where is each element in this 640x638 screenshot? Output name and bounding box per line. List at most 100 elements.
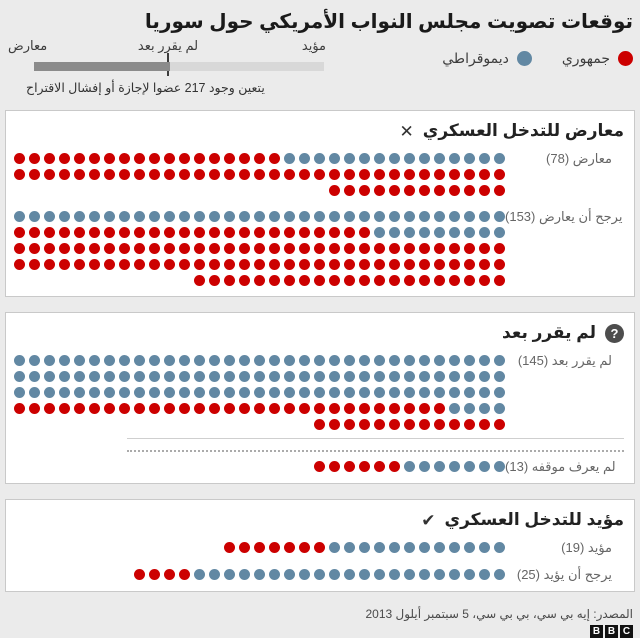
democrat-member-dot — [14, 355, 25, 366]
opinion-scale: معارض لم يقرر بعد مؤيد يتعين وجود 217 عض… — [4, 38, 334, 110]
democrat-member-dot — [74, 355, 85, 366]
democrat-member-dot — [404, 355, 415, 366]
republican-member-dot — [284, 403, 295, 414]
democrat-member-dot — [179, 387, 190, 398]
republican-member-dot — [119, 169, 130, 180]
republican-member-dot — [224, 169, 235, 180]
republican-member-dot — [239, 243, 250, 254]
democrat-member-dot — [224, 387, 235, 398]
republican-member-dot — [344, 243, 355, 254]
democrat-member-dot — [314, 569, 325, 580]
republican-member-dot — [149, 243, 160, 254]
republican-member-dot — [344, 185, 355, 196]
democrat-member-dot — [404, 227, 415, 238]
republican-member-dot — [179, 259, 190, 270]
democrat-member-dot — [359, 569, 370, 580]
republican-member-dot — [29, 227, 40, 238]
republican-member-dot — [329, 169, 340, 180]
democrat-member-dot — [254, 211, 265, 222]
democrat-member-dot — [389, 387, 400, 398]
democrat-member-dot — [404, 542, 415, 553]
dot-row — [14, 542, 505, 553]
republican-member-dot — [374, 185, 385, 196]
republican-member-dot — [419, 275, 430, 286]
democrat-member-dot — [224, 371, 235, 382]
republican-member-dot — [329, 259, 340, 270]
republican-member-dot — [359, 275, 370, 286]
democrat-member-dot — [434, 387, 445, 398]
republican-member-dot — [224, 227, 235, 238]
democrat-member-dot — [299, 355, 310, 366]
republican-member-dot — [164, 259, 175, 270]
republican-member-dot — [419, 243, 430, 254]
republican-member-dot — [254, 227, 265, 238]
vote-group-unknown: لم يعرف موقفه (13) — [14, 460, 624, 473]
democrat-member-dot — [299, 371, 310, 382]
republican-member-dot — [119, 153, 130, 164]
democrat-member-dot — [449, 387, 460, 398]
democrat-member-dot — [464, 371, 475, 382]
democrat-member-dot — [239, 387, 250, 398]
republican-member-dot — [254, 275, 265, 286]
democrat-member-dot — [344, 355, 355, 366]
democrat-member-dot — [374, 371, 385, 382]
republican-member-dot — [59, 243, 70, 254]
republican-member-dot — [314, 419, 325, 430]
republican-member-dot — [269, 259, 280, 270]
democrat-member-dot — [119, 355, 130, 366]
republican-member-dot — [239, 227, 250, 238]
democrat-member-dot — [359, 211, 370, 222]
republican-member-dot — [284, 227, 295, 238]
democrat-member-dot — [389, 569, 400, 580]
republican-member-dot — [74, 227, 85, 238]
republican-member-dot — [164, 403, 175, 414]
dot-row — [14, 403, 505, 414]
header-zone: معارض لم يقرر بعد مؤيد يتعين وجود 217 عض… — [0, 38, 640, 110]
republican-member-dot — [14, 259, 25, 270]
republican-member-dot — [44, 243, 55, 254]
democrat-member-dot — [59, 387, 70, 398]
republican-member-dot — [329, 419, 340, 430]
majority-caption: يتعين وجود 217 عضوا لإجازة أو إفشال الاق… — [26, 81, 265, 95]
group-label-likely-oppose: يرجح أن يعارض (153) — [505, 209, 623, 224]
democrat-member-dot — [329, 371, 340, 382]
republican-member-dot — [44, 153, 55, 164]
republican-member-dot — [404, 419, 415, 430]
republican-member-dot — [359, 243, 370, 254]
democrat-member-dot — [299, 211, 310, 222]
democrat-member-dot — [434, 461, 445, 472]
democrat-member-dot — [194, 569, 205, 580]
republican-member-dot — [104, 227, 115, 238]
republican-member-dot — [344, 169, 355, 180]
republican-member-dot — [494, 259, 505, 270]
dot-row — [14, 211, 505, 222]
democrat-member-dot — [314, 355, 325, 366]
republican-member-dot — [14, 169, 25, 180]
republican-member-dot — [449, 275, 460, 286]
republican-member-dot — [224, 259, 235, 270]
scale-label-opposed: معارض — [8, 38, 48, 53]
republican-member-dot — [269, 169, 280, 180]
republican-dot-icon — [618, 51, 633, 66]
vote-group-likely-oppose: يرجح أن يعارض (153) — [14, 209, 624, 286]
democrat-member-dot — [89, 211, 100, 222]
group-label-likely-support: يرجح أن يؤيد (25) — [516, 567, 612, 582]
republican-member-dot — [239, 542, 250, 553]
republican-member-dot — [314, 259, 325, 270]
democrat-member-dot — [59, 211, 70, 222]
republican-member-dot — [434, 169, 445, 180]
republican-member-dot — [14, 153, 25, 164]
republican-member-dot — [299, 542, 310, 553]
republican-member-dot — [104, 259, 115, 270]
democrat-member-dot — [239, 355, 250, 366]
democrat-member-dot — [134, 387, 145, 398]
democrat-member-dot — [449, 461, 460, 472]
democrat-member-dot — [284, 569, 295, 580]
republican-member-dot — [239, 153, 250, 164]
republican-member-dot — [434, 275, 445, 286]
panel-opposed-title: معارض للتدخل العسكري — [422, 121, 624, 140]
republican-member-dot — [359, 461, 370, 472]
democrat-member-dot — [14, 387, 25, 398]
democrat-member-dot — [344, 371, 355, 382]
democrat-member-dot — [299, 387, 310, 398]
